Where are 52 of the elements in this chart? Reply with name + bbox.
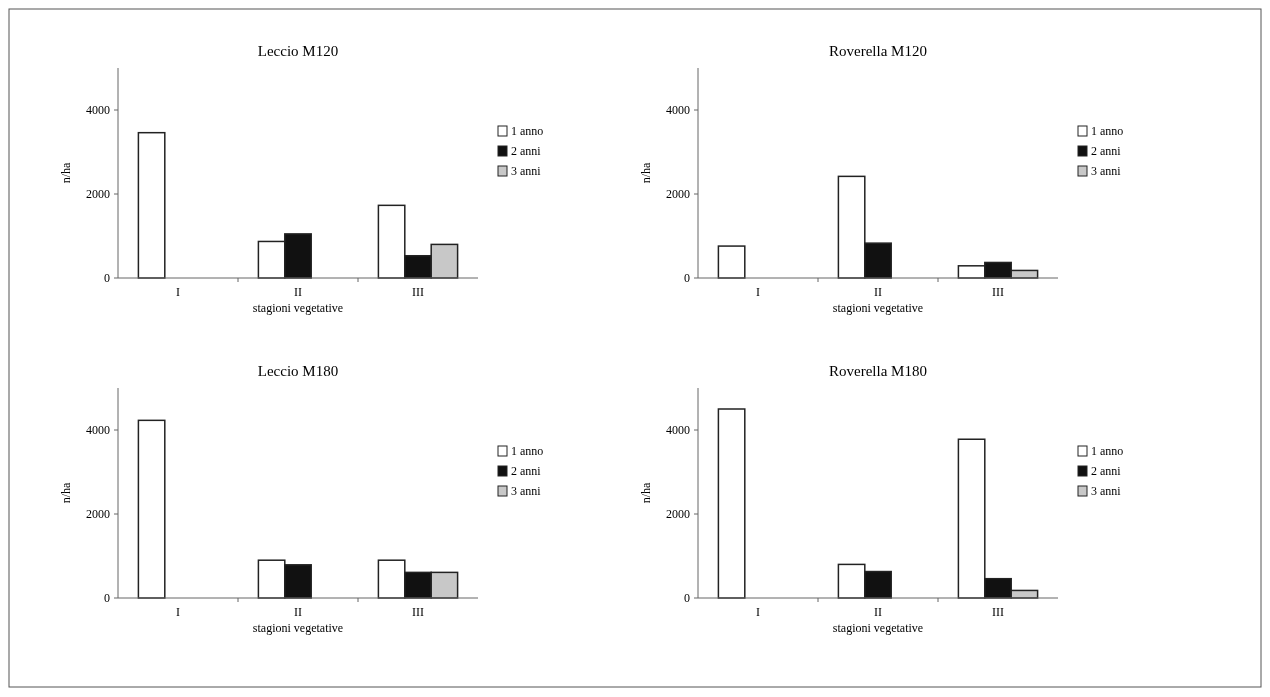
y-tick-label: 4000: [666, 103, 690, 118]
legend-label: 1 anno: [511, 444, 544, 459]
legend-label: 3 anni: [511, 484, 542, 499]
legend-label: 3 anni: [511, 164, 542, 179]
x-tick-label: III: [992, 605, 1004, 619]
y-tick-label: 0: [684, 271, 690, 286]
x-tick-label: III: [412, 605, 424, 619]
chart-title: Leccio M120: [257, 43, 339, 59]
y-tick-label: 2000: [86, 507, 110, 522]
y-tick-label: 0: [684, 591, 690, 606]
y-axis-title: n/ha: [59, 162, 73, 184]
legend-label: 1 anno: [1091, 444, 1124, 459]
x-tick-label: I: [176, 285, 180, 299]
x-axis-title: stagioni vegetative: [832, 301, 924, 315]
legend-label: 2 anni: [1091, 464, 1122, 479]
x-axis-title: stagioni vegetative: [252, 301, 344, 315]
y-tick-label: 0: [104, 271, 110, 286]
chart-title: Roverella M180: [829, 363, 927, 379]
x-axis-title: stagioni vegetative: [832, 621, 924, 635]
y-tick-label: 2000: [86, 187, 110, 202]
x-tick-label: II: [874, 605, 882, 619]
legend-label: 2 anni: [1091, 144, 1122, 159]
y-tick-label: 4000: [666, 423, 690, 438]
x-tick-label: I: [756, 285, 760, 299]
x-tick-label: III: [412, 285, 424, 299]
legend-label: 1 anno: [511, 124, 544, 139]
chart-title: Roverella M120: [829, 43, 927, 59]
y-tick-label: 4000: [86, 103, 110, 118]
x-tick-label: I: [176, 605, 180, 619]
legend-label: 2 anni: [511, 144, 542, 159]
y-axis-title: n/ha: [639, 162, 653, 184]
x-tick-label: II: [874, 285, 882, 299]
y-tick-label: 4000: [86, 423, 110, 438]
legend-label: 3 anni: [1091, 484, 1122, 499]
chart-title: Leccio M180: [257, 363, 339, 379]
legend-label: 3 anni: [1091, 164, 1122, 179]
x-tick-label: III: [992, 285, 1004, 299]
x-tick-label: II: [294, 285, 302, 299]
x-tick-label: I: [756, 605, 760, 619]
y-axis-title: n/ha: [639, 482, 653, 504]
bar: [137, 419, 166, 599]
y-tick-label: 2000: [666, 187, 690, 202]
bar: [717, 245, 746, 279]
y-axis-title: n/ha: [59, 482, 73, 504]
x-tick-label: II: [294, 605, 302, 619]
y-tick-label: 2000: [666, 507, 690, 522]
y-tick-label: 0: [104, 591, 110, 606]
legend-label: 1 anno: [1091, 124, 1124, 139]
x-axis-title: stagioni vegetative: [252, 621, 344, 635]
bar: [137, 131, 166, 279]
bar: [717, 408, 746, 599]
legend-label: 2 anni: [511, 464, 542, 479]
